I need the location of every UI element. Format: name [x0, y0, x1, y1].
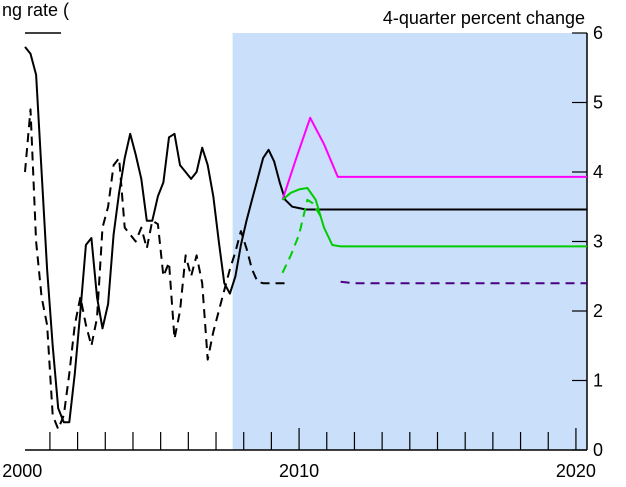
x-tick-label: 2010 — [279, 461, 319, 481]
series-line-5 — [281, 198, 323, 274]
series-line-6 — [340, 280, 587, 285]
series-line-3 — [281, 116, 587, 201]
y-tick-label: 2 — [593, 301, 603, 321]
x-tick-label: 2000 — [2, 461, 42, 481]
series-line-2 — [24, 108, 286, 431]
x-tick-label: 2020 — [556, 461, 596, 481]
y-tick-label: 5 — [593, 93, 603, 113]
y-tick-label: 1 — [593, 371, 603, 391]
projection-shaded-region — [232, 33, 587, 450]
y-tick-label: 0 — [593, 440, 603, 460]
y-tick-label: 3 — [593, 232, 603, 252]
y-tick-label: 4 — [593, 162, 603, 182]
y-tick-label: 6 — [593, 23, 603, 43]
chart-subtitle: 4-quarter percent change — [383, 8, 585, 28]
series-line-4 — [281, 187, 587, 248]
chart-title: ng rate ( — [2, 0, 69, 20]
